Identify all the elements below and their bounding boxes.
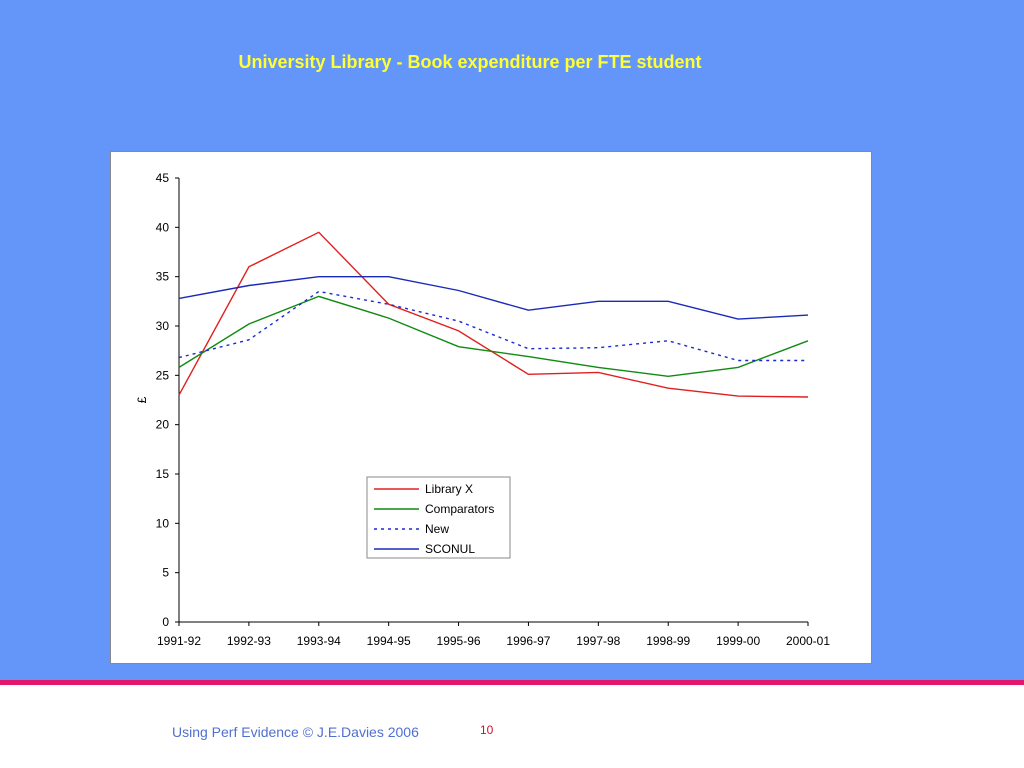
y-tick-label: 40 xyxy=(156,220,170,234)
chart-axes: 0 5 10 15 20 25 30 35 40 45 1991-92 1992-93 1993-94 1… xyxy=(135,171,830,648)
y-tick-label: 25 xyxy=(156,368,170,382)
legend-box xyxy=(366,476,511,559)
chart-area: 0 5 10 15 20 25 30 35 40 45 1991-92 1992-93 1993-94 1… xyxy=(110,151,872,664)
y-tick-label: 0 xyxy=(162,615,169,629)
y-tick-label: 20 xyxy=(156,418,170,432)
slide-title: University Library - Book expenditure pe… xyxy=(238,52,702,72)
chart-series xyxy=(178,231,809,398)
x-tick-label: 1996-97 xyxy=(506,634,550,648)
x-tick-label: 1999-00 xyxy=(716,634,760,648)
series-line-new xyxy=(178,290,808,362)
y-tick-label: 45 xyxy=(156,171,170,185)
footer-divider xyxy=(0,680,1024,685)
x-tick-label: 1992-93 xyxy=(227,634,271,648)
x-tick-label: 2000-01 xyxy=(786,634,830,648)
series-line-library-x xyxy=(178,231,809,398)
x-tick-label: 1997-98 xyxy=(576,634,620,648)
y-axis-label: £ xyxy=(135,396,149,403)
legend-label: SCONUL xyxy=(425,542,475,556)
series-line-comparators xyxy=(178,295,809,378)
y-tick-label: 10 xyxy=(156,516,170,530)
chart-legend: Library X Comparators New SCONUL xyxy=(366,476,511,559)
y-tick-label: 5 xyxy=(162,566,169,580)
x-tick-label: 1995-96 xyxy=(437,634,481,648)
legend-label: Library X xyxy=(425,482,473,496)
y-tick-label: 35 xyxy=(156,270,170,284)
x-tick-label: 1993-94 xyxy=(297,634,341,648)
legend-label: New xyxy=(425,522,449,536)
series-line-sconul xyxy=(178,275,809,320)
y-tick-label: 30 xyxy=(156,319,170,333)
x-tick-label: 1998-99 xyxy=(646,634,690,648)
x-tick-label: 1994-95 xyxy=(367,634,411,648)
legend-label: Comparators xyxy=(425,502,494,516)
page-number: 10 xyxy=(480,723,494,737)
footer-credit: Using Perf Evidence © J.E.Davies 2006 xyxy=(172,724,419,740)
line-chart: 0 5 10 15 20 25 30 35 40 45 1991-92 1992-93 1993-94 1… xyxy=(135,171,830,648)
y-tick-label: 15 xyxy=(156,467,170,481)
x-tick-label: 1991-92 xyxy=(157,634,201,648)
